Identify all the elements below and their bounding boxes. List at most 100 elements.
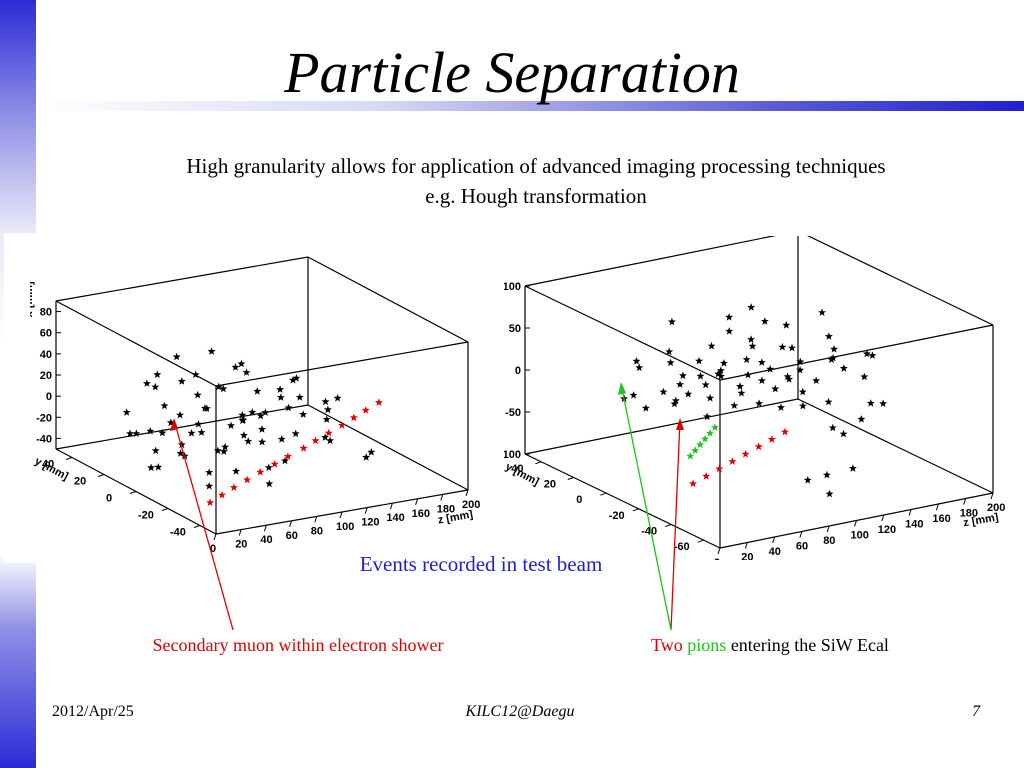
- data-point-star: [258, 425, 266, 433]
- data-point-star: [374, 398, 383, 406]
- x-tick-label: 40: [40, 349, 52, 361]
- box-edge: [215, 341, 469, 387]
- data-point-star: [219, 447, 228, 455]
- box-edge: [307, 256, 469, 343]
- data-point-star: [679, 371, 687, 380]
- data-point-star: [295, 393, 304, 401]
- box-edge: [55, 300, 217, 387]
- data-point-star: [716, 366, 725, 374]
- data-point-star: [717, 372, 725, 380]
- data-point-star: [243, 475, 252, 484]
- z-tick-label: 40: [769, 546, 781, 558]
- z-tick-label: 200: [462, 499, 480, 511]
- data-point-star: [207, 347, 216, 355]
- data-point-star: [715, 464, 724, 473]
- data-point-star: [361, 406, 370, 414]
- left-decor-gap: [4, 233, 36, 563]
- data-point-star: [757, 376, 766, 384]
- data-point-star: [629, 391, 638, 399]
- data-point-star: [822, 470, 831, 479]
- y-tick: [193, 525, 201, 528]
- footer-conference: KILC12@Daegu: [465, 703, 575, 720]
- x-tick-label: 0: [515, 365, 521, 377]
- z-tick-label: 140: [386, 512, 404, 524]
- x-tick-label: -50: [505, 407, 521, 419]
- data-point-star: [701, 434, 709, 443]
- data-point-star: [227, 421, 235, 429]
- caption-pions-part1: Two: [651, 635, 688, 655]
- z-tick: [744, 542, 748, 549]
- y-tick-label: 20: [544, 479, 556, 491]
- data-point-star: [747, 303, 756, 311]
- box-edge: [797, 398, 994, 494]
- x-tick-label: -20: [36, 412, 52, 424]
- data-point-star: [229, 483, 238, 491]
- data-point-star: [737, 389, 746, 397]
- y-tick: [697, 539, 704, 543]
- data-point-star: [788, 343, 796, 352]
- data-point-star: [785, 375, 793, 383]
- data-point-star: [830, 345, 839, 353]
- data-point-star: [264, 463, 273, 471]
- title-underline-bar: [36, 101, 1024, 111]
- data-point-star: [284, 403, 293, 412]
- z-tick: [415, 498, 419, 505]
- data-point-star: [778, 342, 787, 351]
- data-point-star: [205, 482, 214, 490]
- x-tick-label: 80: [40, 307, 52, 319]
- subtitle-line-1: High granularity allows for application …: [186, 154, 886, 178]
- data-point-star: [147, 463, 156, 472]
- data-point-star: [283, 452, 292, 460]
- z-tick-label: 120: [361, 517, 379, 529]
- data-point-star: [641, 404, 650, 412]
- arrow-pion-green-head: [618, 382, 626, 395]
- x-tick-label: 20: [40, 370, 52, 382]
- data-point-star: [725, 327, 734, 335]
- data-point-star: [176, 449, 185, 457]
- data-point-star: [829, 353, 838, 362]
- data-point-star: [277, 435, 286, 443]
- data-point-star: [695, 356, 704, 365]
- z-tick-label: 80: [823, 535, 835, 547]
- data-point-star: [367, 448, 376, 456]
- z-tick: [339, 511, 343, 519]
- y-tick-label: -60: [674, 541, 690, 553]
- y-tick: [600, 492, 607, 496]
- z-tick-label: 60: [286, 530, 298, 542]
- z-tick-label: 0: [714, 557, 720, 560]
- data-point-star: [686, 452, 695, 460]
- box-edge: [524, 453, 721, 549]
- data-point-star: [706, 429, 714, 437]
- data-point-star: [667, 317, 676, 326]
- data-point-star: [299, 410, 308, 418]
- data-point-star: [857, 415, 866, 423]
- z-tick: [314, 516, 318, 523]
- y-tick-label: 40: [42, 459, 54, 471]
- y-tick-label: 40: [511, 463, 523, 475]
- x-tick-label: 0: [46, 391, 52, 403]
- z-tick-label: 20: [235, 539, 247, 551]
- z-tick: [717, 547, 721, 555]
- data-point-star: [172, 352, 181, 361]
- z-tick-label: 120: [878, 524, 896, 536]
- footer-date: 2012/Apr/25: [52, 703, 134, 720]
- data-point-star: [782, 321, 791, 329]
- data-point-star: [868, 351, 877, 359]
- data-point-star: [771, 384, 780, 393]
- data-point-star: [349, 413, 358, 422]
- x-tick-label: 50: [509, 323, 521, 335]
- data-point-star: [696, 372, 705, 380]
- data-point-star: [839, 429, 848, 438]
- x-tick-label: 100: [504, 281, 521, 293]
- data-point-star: [213, 446, 222, 455]
- subtitle-line-2: e.g. Hough transformation: [425, 184, 647, 208]
- z-tick-label: 100: [336, 521, 354, 533]
- data-point-star: [239, 431, 248, 439]
- data-point-star: [728, 457, 737, 465]
- data-point-star: [219, 384, 228, 393]
- arrow-pion-red: [670, 419, 681, 631]
- x-tick-label: -40: [36, 433, 52, 445]
- data-point-star: [176, 410, 185, 419]
- data-point-star: [154, 463, 163, 471]
